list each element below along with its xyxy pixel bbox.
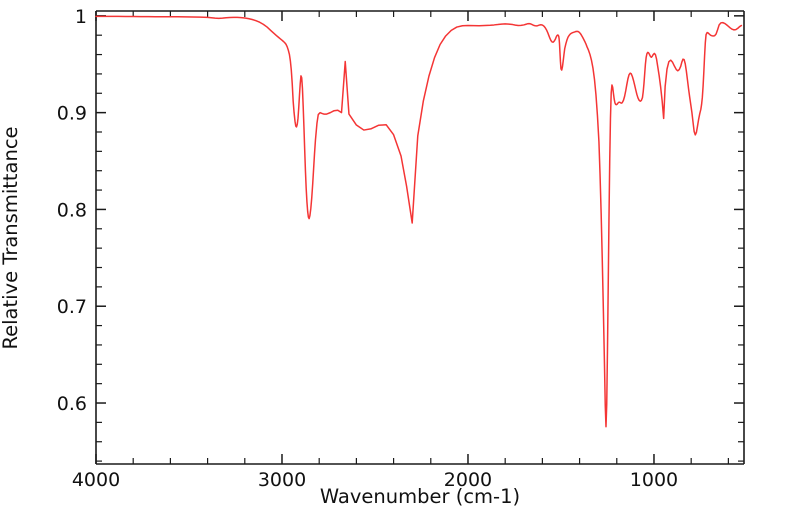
y-tick-label: 0.9 — [57, 103, 87, 125]
axis-frame — [95, 10, 745, 465]
axis-ticks — [95, 11, 744, 464]
x-axis-title: Wavenumber (cm-1) — [320, 485, 520, 508]
y-tick-label: 1 — [75, 6, 87, 28]
spectrum-curve-group — [95, 15, 743, 428]
x-tick-label: 2000 — [444, 469, 492, 491]
y-tick-label: 0.6 — [57, 393, 87, 415]
y-axis-title: Relative Transmittance — [0, 126, 22, 349]
x-tick-label: 1000 — [630, 469, 678, 491]
y-tick-label: 0.7 — [57, 296, 87, 318]
y-tick-label: 0.8 — [57, 199, 87, 221]
spectrum-trace — [95, 15, 743, 428]
x-tick-label: 3000 — [258, 469, 306, 491]
tick-labels: 4000 3000 2000 1000 1 0.9 0.8 0.7 0.6 — [57, 6, 678, 491]
x-tick-label: 4000 — [72, 469, 120, 491]
